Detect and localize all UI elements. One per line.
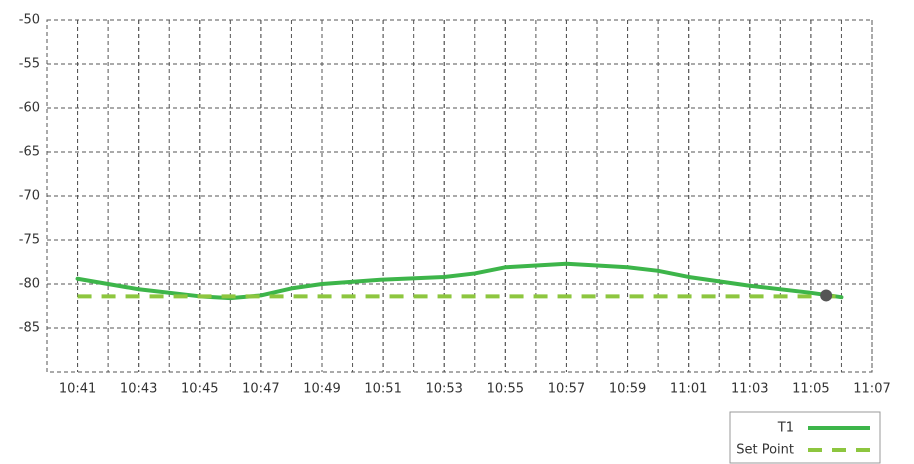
x-tick-label: 11:03 bbox=[731, 382, 768, 397]
y-tick-label: -60 bbox=[19, 101, 40, 116]
x-tick-label: 10:47 bbox=[242, 382, 279, 397]
legend-label: Set Point bbox=[736, 443, 794, 458]
x-tick-label: 10:59 bbox=[609, 382, 646, 397]
y-tick-label: -55 bbox=[19, 57, 40, 72]
x-tick-label: 11:01 bbox=[670, 382, 707, 397]
x-tick-label: 10:57 bbox=[548, 382, 585, 397]
x-tick-label: 10:51 bbox=[364, 382, 401, 397]
y-tick-label: -85 bbox=[19, 321, 40, 336]
series-line bbox=[75, 261, 844, 301]
x-tick-label: 10:55 bbox=[487, 382, 524, 397]
legend-box bbox=[729, 411, 881, 464]
legend-label: T1 bbox=[777, 421, 794, 436]
y-tick-label: -75 bbox=[19, 233, 40, 248]
x-tick-label: 11:05 bbox=[792, 382, 829, 397]
x-tick-label: 10:41 bbox=[59, 382, 96, 397]
x-tick-label: 10:45 bbox=[181, 382, 218, 397]
x-tick-label: 10:43 bbox=[120, 382, 157, 397]
y-tick-label: -65 bbox=[19, 145, 40, 160]
x-tick-label: 10:49 bbox=[303, 382, 340, 397]
y-tick-label: -80 bbox=[19, 277, 40, 292]
x-tick-label: 10:53 bbox=[425, 382, 462, 397]
x-tick-label: 11:07 bbox=[853, 382, 890, 397]
y-tick-label: -50 bbox=[19, 13, 40, 28]
y-tick-label: -70 bbox=[19, 189, 40, 204]
point-marker bbox=[820, 289, 833, 302]
